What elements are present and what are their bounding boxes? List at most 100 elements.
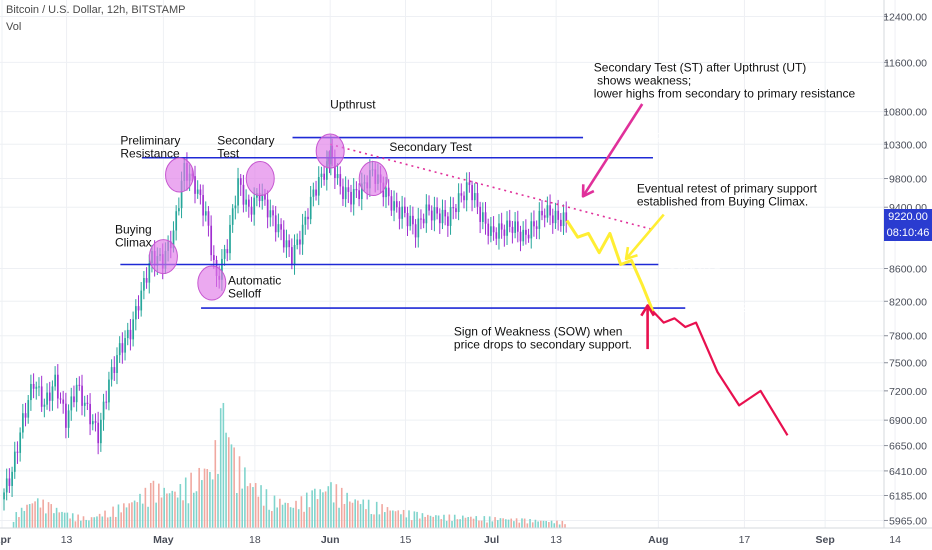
upthrust-label: Upthrust	[330, 97, 376, 111]
volume-bar	[467, 517, 469, 528]
volume-bar	[456, 519, 459, 528]
candle-body	[398, 207, 401, 219]
candle-body	[269, 210, 272, 218]
retest-arrow-head	[624, 246, 638, 261]
volume-bar	[470, 516, 472, 528]
candle-body	[401, 206, 404, 219]
automatic-selloff-line: Selloff	[228, 287, 262, 301]
volume-bar	[397, 510, 400, 528]
candle-body	[468, 182, 471, 186]
candle-body	[530, 221, 533, 239]
volume-bar	[316, 499, 319, 528]
candle-body	[543, 215, 546, 218]
volume-bar	[521, 518, 523, 528]
volume-bar	[448, 514, 451, 528]
candle-body	[245, 199, 247, 205]
volume-bar	[192, 492, 195, 528]
candle-body	[213, 255, 215, 261]
volume-bar	[494, 517, 496, 528]
candle-body	[19, 432, 22, 453]
candle-body	[304, 216, 307, 225]
volume-bar	[168, 493, 171, 528]
candle-body	[97, 422, 100, 444]
candle-body	[204, 211, 207, 216]
candle-body	[557, 210, 560, 220]
candle-body	[514, 221, 516, 233]
volume-bar	[182, 500, 184, 528]
volume-bar	[260, 485, 262, 528]
st-after-ut-line: shows weakness;	[594, 73, 691, 87]
candle-body	[105, 401, 108, 403]
volume-bar	[136, 502, 139, 528]
secondary-test-2-circle	[358, 161, 388, 197]
candle-body	[476, 193, 479, 207]
volume-bar	[58, 512, 61, 528]
volume-bar	[128, 503, 131, 528]
volume-bar	[90, 517, 93, 528]
volume-bar	[117, 504, 120, 528]
volume-bar	[42, 499, 44, 528]
candle-body	[296, 239, 299, 246]
volume-bar	[416, 511, 418, 528]
volume-bar	[556, 520, 558, 528]
volume-bar	[413, 511, 416, 528]
volume-bar	[147, 506, 149, 528]
volume-bar	[453, 514, 456, 528]
trend-line	[329, 143, 654, 231]
y-tick-label: 6650.00	[889, 441, 927, 453]
candle-body	[320, 173, 323, 178]
volume-bar	[488, 516, 491, 528]
volume-bar	[101, 516, 104, 528]
candle-body	[565, 212, 568, 222]
volume-bar	[28, 504, 31, 528]
volume-bar	[98, 513, 101, 528]
x-tick-label: Sep	[816, 534, 835, 546]
candle-body	[323, 173, 326, 180]
volume-bar	[265, 489, 268, 528]
volume-bar	[561, 520, 564, 528]
volume-bar	[158, 483, 160, 528]
volume-bar	[279, 498, 281, 528]
candle-body	[261, 193, 264, 202]
volume-bar	[410, 520, 413, 528]
candle-body	[339, 174, 342, 187]
candle-body	[59, 398, 62, 400]
candle-body	[38, 386, 40, 388]
candle-body	[301, 224, 304, 245]
y-tick-label: 7500.00	[889, 358, 927, 370]
projection-path	[565, 219, 655, 312]
candle-body	[293, 245, 296, 265]
volume-bar	[206, 469, 209, 528]
candle-body	[433, 207, 436, 221]
volume-bar	[163, 487, 165, 528]
candle-body	[438, 213, 441, 224]
preliminary-resistance-circle	[165, 157, 195, 193]
volume-bar	[36, 498, 39, 528]
volume-bar	[82, 516, 85, 528]
volume-bar	[219, 408, 222, 528]
y-tick-label: 6900.00	[889, 415, 927, 427]
volume-bar	[85, 519, 87, 528]
volume-bar	[217, 473, 219, 528]
candle-body	[425, 204, 428, 224]
volume-bar	[491, 521, 494, 528]
secondary-test-2-label: Secondary Test	[389, 140, 472, 154]
buying-climax-line: Climax	[115, 235, 152, 249]
candle-body	[393, 201, 395, 211]
volume-bar	[461, 515, 464, 528]
volume-bar	[499, 518, 502, 528]
candle-body	[24, 413, 27, 418]
secondary-test-1-label: Secondary Test	[217, 133, 274, 160]
volume-bar	[357, 500, 359, 528]
volume-bar	[529, 518, 531, 528]
volume-bar	[389, 510, 391, 528]
x-tick-label: 14	[889, 534, 901, 546]
volume-bar	[542, 520, 545, 528]
preliminary-resistance-line: Resistance	[120, 146, 180, 160]
candle-body	[390, 196, 393, 211]
candle-body	[35, 386, 38, 389]
y-tick-label: 5965.00	[889, 515, 927, 527]
candle-body	[223, 249, 226, 259]
volume-bar	[518, 522, 521, 528]
candle-body	[226, 249, 229, 254]
